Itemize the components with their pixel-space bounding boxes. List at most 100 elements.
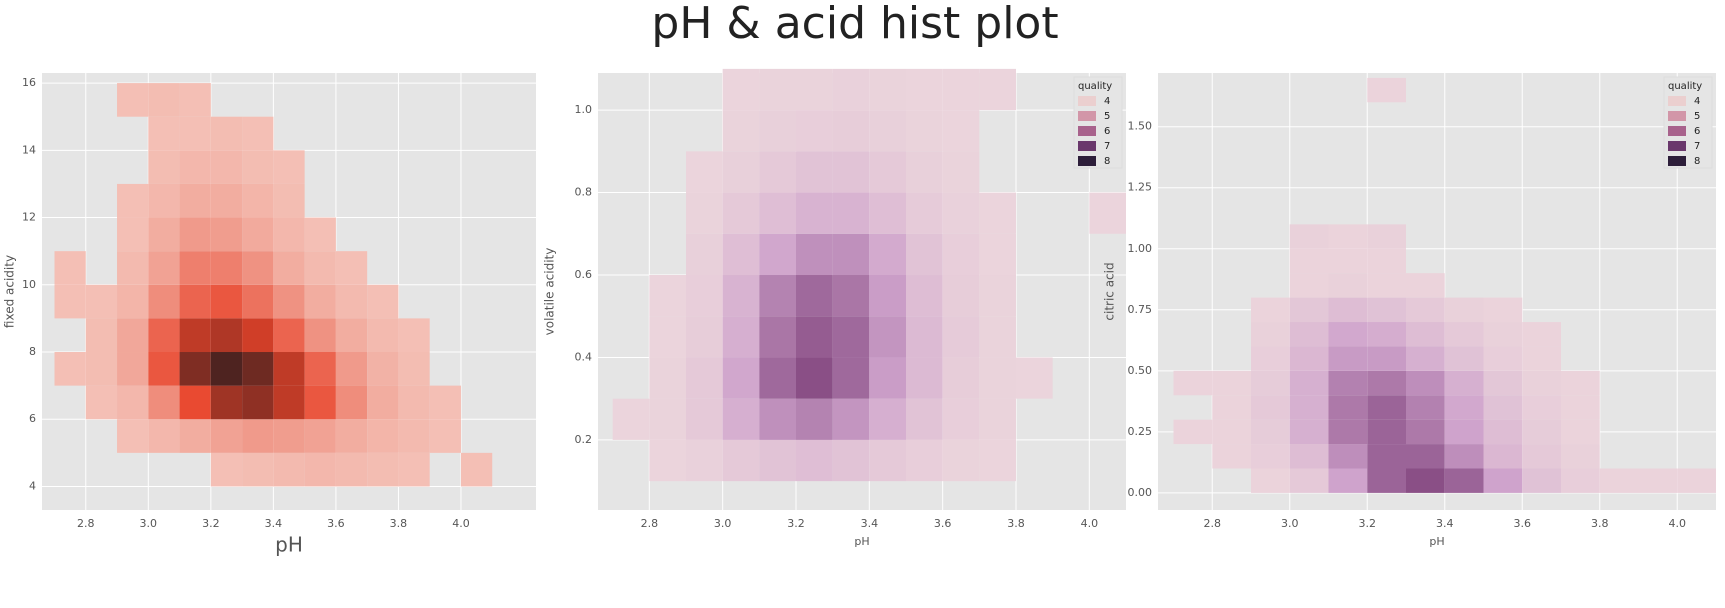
hist-cell xyxy=(117,419,149,453)
hist-cell xyxy=(1600,224,1639,248)
hist-cell xyxy=(1289,395,1329,420)
hist-cell xyxy=(906,316,943,358)
hist-cell xyxy=(1522,224,1561,248)
hist-cell xyxy=(1600,273,1639,297)
x-tick-label: 4.0 xyxy=(1081,517,1099,530)
hist-cell xyxy=(686,357,723,399)
hist-cell xyxy=(1677,273,1716,297)
subplot: 2.8 3.0 3.2 3.4 3.6 3.8 4.0 0.00 0.25 0.50 0.75 1.0… xyxy=(1103,73,1716,548)
hist-cell xyxy=(148,419,180,453)
hist-cell xyxy=(1600,151,1639,175)
hist-cell xyxy=(273,150,305,184)
subplot: 2.8 3.0 3.2 3.4 3.6 3.8 4.0 4 6 8 10 12 14 16 pH fixed … xyxy=(3,73,536,557)
hist-cell xyxy=(1212,298,1251,322)
hist-cell xyxy=(613,151,650,192)
hist-cell xyxy=(367,419,399,453)
hist-cell xyxy=(1251,395,1290,420)
hist-cell xyxy=(1445,176,1484,200)
hist-cell xyxy=(54,251,86,285)
hist-cell xyxy=(1522,273,1561,297)
hist-cell xyxy=(796,316,833,358)
hist-cell xyxy=(869,151,906,193)
x-tick-label: 3.6 xyxy=(327,517,345,530)
hist-cell xyxy=(832,110,870,152)
hist-cell xyxy=(1483,395,1523,420)
hist-cell xyxy=(210,116,243,151)
x-tick-label: 2.8 xyxy=(77,517,95,530)
hist-cell xyxy=(461,150,492,184)
hist-cell xyxy=(211,83,242,117)
hist-cell xyxy=(1561,176,1600,200)
hist-cell xyxy=(759,151,796,193)
hist-cell xyxy=(869,192,906,234)
hist-cell xyxy=(722,68,760,111)
hist-cell xyxy=(1677,298,1716,322)
hist-cell xyxy=(1212,444,1251,469)
y-tick-label: 14 xyxy=(22,143,36,156)
hist-cell xyxy=(179,352,211,386)
hist-cell xyxy=(1174,176,1213,200)
hist-cell xyxy=(1089,399,1126,440)
hist-cell xyxy=(1016,316,1053,357)
hist-cell xyxy=(686,151,723,193)
hist-cell xyxy=(1289,419,1329,445)
hist-cell xyxy=(210,419,243,453)
hist-cell xyxy=(1328,224,1368,249)
x-tick-label: 3.8 xyxy=(1007,517,1025,530)
hist-cell xyxy=(242,452,274,487)
hist-cell xyxy=(832,398,870,440)
hist-cell xyxy=(613,110,650,151)
hist-cell xyxy=(1053,399,1090,440)
hist-cell xyxy=(242,83,273,117)
hist-cell xyxy=(1522,322,1561,347)
hist-cell xyxy=(1639,298,1678,322)
hist-cell xyxy=(1406,297,1445,323)
hist-cell xyxy=(273,83,304,117)
hist-cell xyxy=(1561,468,1600,493)
hist-cell xyxy=(1445,273,1484,297)
hist-cell xyxy=(117,385,149,420)
y-axis-label: citric acid xyxy=(1103,262,1117,320)
hist-cell xyxy=(367,218,398,252)
hist-cell xyxy=(942,233,980,276)
hist-cell xyxy=(1639,224,1678,248)
hist-cell xyxy=(1522,468,1561,493)
hist-cell xyxy=(1483,419,1523,445)
hist-cell xyxy=(1561,127,1600,151)
hist-cell xyxy=(1677,371,1716,395)
hist-cell xyxy=(398,83,429,117)
hist-cell xyxy=(1444,370,1484,396)
x-axis-label: pH xyxy=(1429,535,1444,548)
hist-cell xyxy=(336,150,367,184)
hist-cell xyxy=(335,318,368,353)
x-tick-label: 3.0 xyxy=(140,517,158,530)
hist-cell xyxy=(1367,248,1406,274)
hist-cell xyxy=(1367,297,1406,323)
hist-cell xyxy=(832,233,870,276)
y-tick-label: 1.50 xyxy=(1128,120,1153,133)
hist-cell xyxy=(686,233,723,276)
hist-cell xyxy=(979,110,1016,151)
cells xyxy=(612,68,1126,482)
x-tick-label: 3.2 xyxy=(202,517,220,530)
hist-cell xyxy=(1639,444,1678,468)
hist-cell xyxy=(869,439,906,482)
hist-cell xyxy=(117,150,148,184)
hist-cell xyxy=(86,251,117,285)
hist-cell xyxy=(336,184,367,218)
hist-cell xyxy=(613,440,650,481)
hist-cell xyxy=(85,284,118,319)
legend-swatch xyxy=(1668,96,1686,106)
hist-cell xyxy=(942,192,980,234)
hist-cell xyxy=(1328,273,1368,298)
x-axis-label: pH xyxy=(854,535,869,548)
hist-cell xyxy=(336,117,367,151)
hist-cell xyxy=(179,217,211,252)
hist-cell xyxy=(179,385,211,420)
hist-cell xyxy=(722,151,760,193)
hist-cell xyxy=(1639,273,1678,297)
hist-cell xyxy=(461,218,492,252)
hist-cell xyxy=(55,318,86,352)
hist-cell xyxy=(1174,78,1213,102)
hist-cell xyxy=(367,184,398,218)
